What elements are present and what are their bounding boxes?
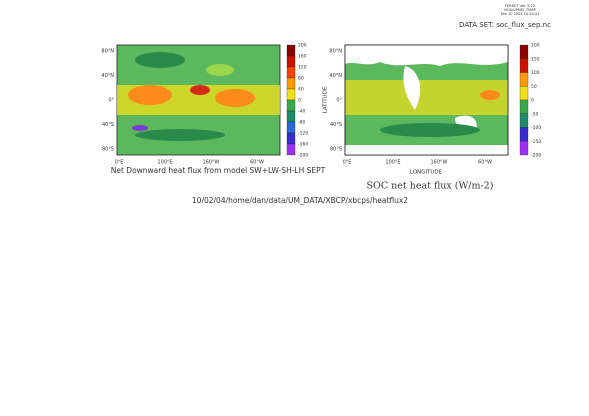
lon-label: 0°E [115, 160, 124, 166]
colorbar-label: -50 [531, 111, 538, 117]
ferret-info: Feb 10 2004 14:24:41 [501, 12, 540, 16]
colorbar-label: 50 [531, 84, 537, 90]
lon-label: 100°E [385, 160, 400, 166]
colorbar-swatch [519, 44, 529, 59]
colorbar-swatch [286, 110, 296, 123]
colorbar-swatch [286, 44, 296, 57]
lat-label: 40°N [329, 73, 342, 79]
map-border [344, 44, 509, 156]
cool-region [135, 52, 185, 68]
lat-label: 0° [108, 98, 114, 104]
right-map [344, 44, 509, 156]
colorbar-swatch [286, 55, 296, 68]
tropics [345, 80, 508, 115]
lat-label: 40°N [101, 73, 114, 79]
ferret-info: FERRET Ver. 5.22 [505, 4, 535, 8]
colorbar-label: -160 [298, 142, 308, 148]
region [206, 64, 234, 76]
lat-label: 40°S [330, 122, 342, 128]
lon-label: 100°E [157, 160, 172, 166]
lat-label: 80°S [330, 147, 342, 153]
colorbar-label: -200 [531, 153, 541, 159]
land [345, 45, 508, 66]
colorbar-label: 150 [531, 56, 540, 62]
colorbar-label: 120 [298, 65, 307, 71]
warm-region [190, 85, 210, 95]
colorbar-swatch [519, 99, 529, 114]
colorbar-swatch [286, 132, 296, 145]
map-title: SOC net heat flux (W/m-2) [367, 181, 494, 192]
colorbar-label: 40 [298, 87, 304, 93]
colorbar-swatch [519, 113, 529, 128]
colorbar-swatch [519, 58, 529, 73]
colorbar-swatch [286, 99, 296, 112]
lat-label: 80°N [329, 49, 342, 55]
lon-label: 60°W [478, 160, 492, 166]
colorbar-label: -40 [298, 109, 305, 115]
colorbar-label: 80 [298, 76, 304, 82]
land [403, 66, 421, 110]
warm-region [128, 85, 172, 105]
land [345, 145, 508, 155]
colorbar-label: 200 [298, 43, 307, 49]
colorbar-swatch [286, 77, 296, 90]
colorbar-label: 0 [531, 98, 534, 104]
colorbar-label: 100 [531, 70, 540, 76]
colorbar-label: 0 [298, 98, 301, 104]
colorbar-swatch [286, 88, 296, 101]
ferret-info: NOAA/PMEL TMAP [504, 8, 535, 12]
y-axis-label: LATITUDE [323, 86, 329, 113]
lat-label: 40°S [102, 122, 114, 128]
caption: Net Downward heat flux from model SW+LW-… [111, 166, 326, 175]
x-axis-label: LONGITUDE [410, 170, 443, 176]
colorbar-swatch [286, 121, 296, 134]
lat-label: 80°N [101, 49, 114, 55]
left-map [116, 44, 281, 156]
dataset-label: DATA SET: soc_flux_sep.nc [459, 21, 551, 29]
cool-region [380, 123, 480, 137]
colorbar-label: -150 [531, 139, 541, 145]
lat-label: 80°S [102, 147, 114, 153]
colorbar-label: 160 [298, 54, 307, 60]
warm-region [480, 90, 500, 100]
colorbar-label: -200 [298, 153, 308, 159]
footer-path: 10/02/04/home/dan/data/UM_DATA/XBCP/xbcp… [192, 196, 408, 205]
colorbar-label: 200 [531, 43, 540, 49]
colorbar-swatch [286, 143, 296, 156]
colorbar-swatch [519, 141, 529, 156]
lon-label: 60°W [250, 160, 264, 166]
cool-region [132, 125, 148, 131]
colorbar-label: -100 [531, 125, 541, 131]
lat-label: 0° [336, 98, 342, 104]
warm-region [215, 89, 255, 107]
lon-label: 0°E [343, 160, 352, 166]
colorbar-swatch [519, 127, 529, 142]
colorbar-swatch [519, 86, 529, 101]
lon-label: 160°W [431, 160, 448, 166]
colorbar-swatch [519, 72, 529, 87]
colorbar-label: -80 [298, 120, 305, 126]
colorbar-label: -120 [298, 131, 308, 137]
cool-region [135, 129, 225, 141]
colorbar-swatch [286, 66, 296, 79]
lon-label: 160°W [203, 160, 220, 166]
